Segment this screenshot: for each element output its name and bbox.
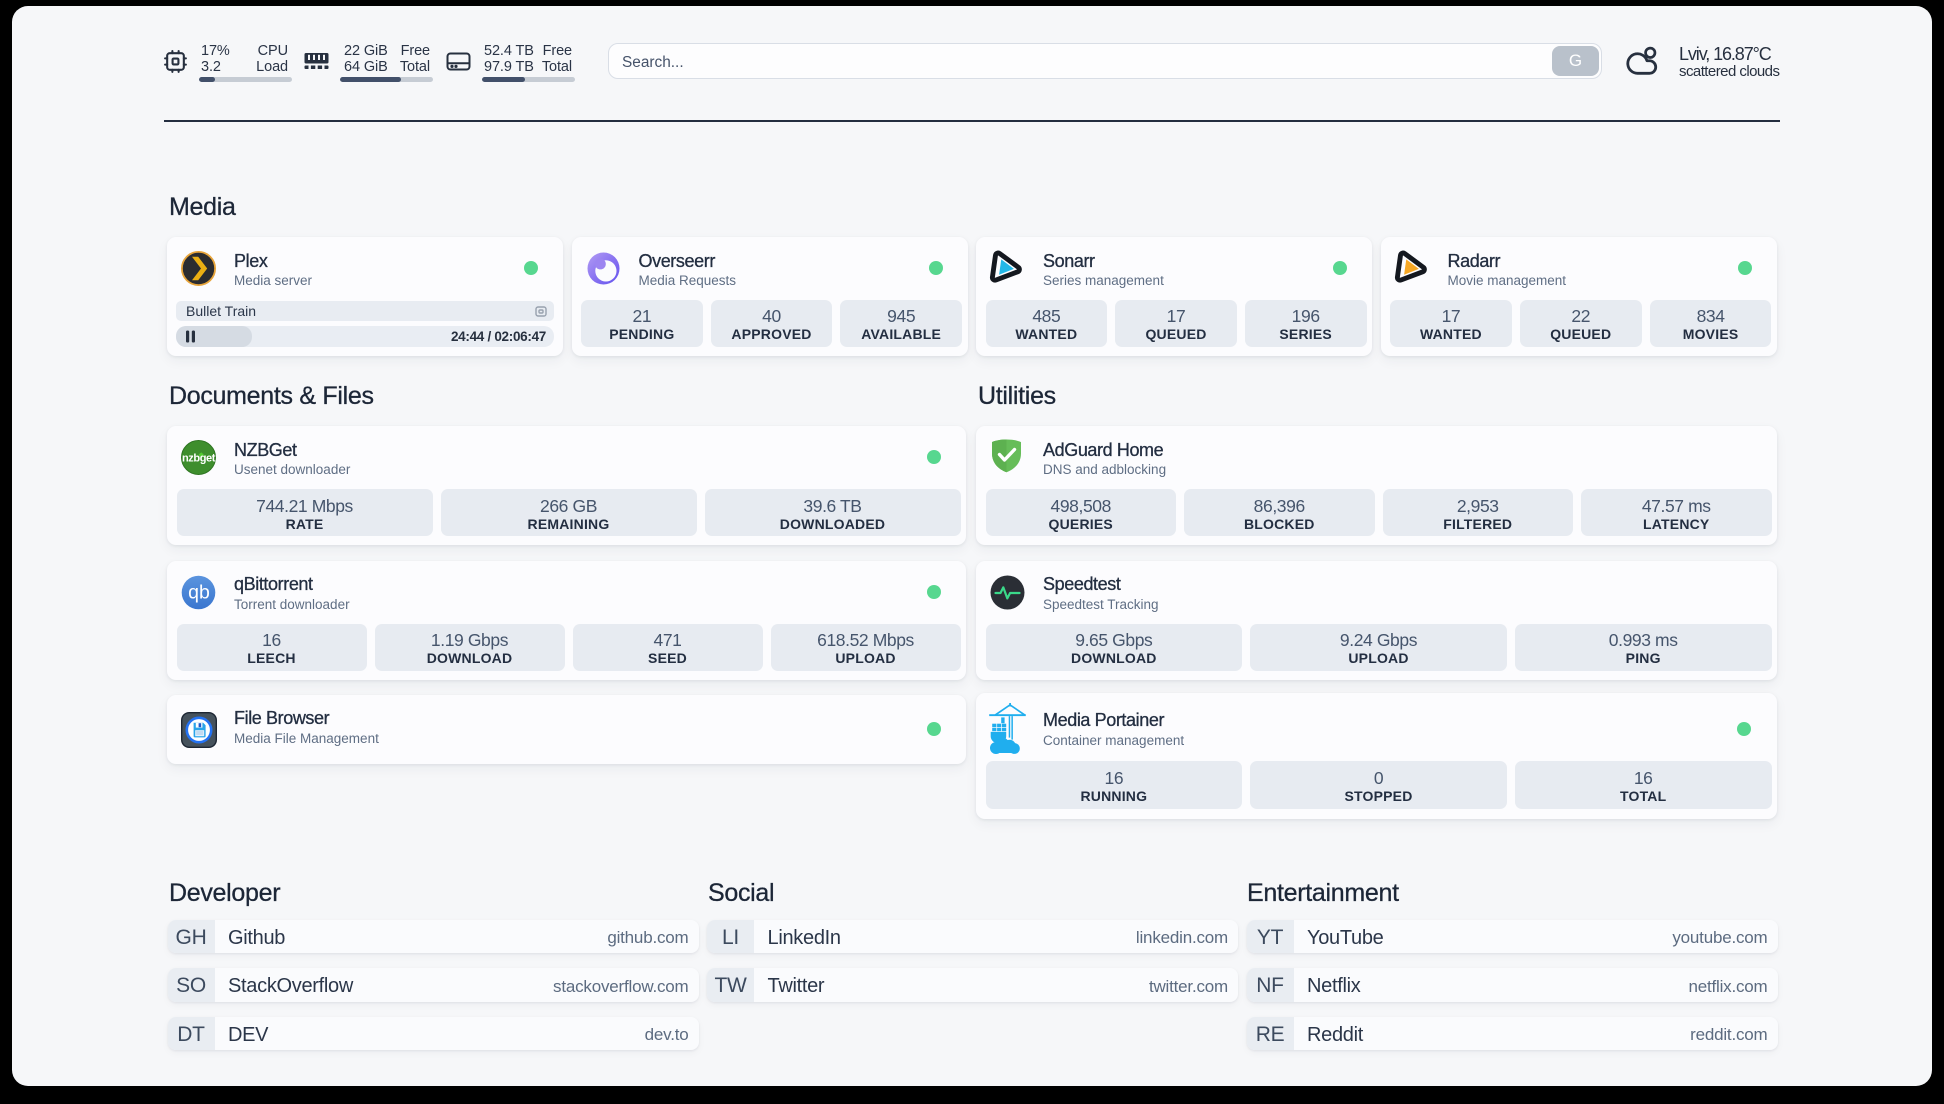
svg-text:nzbget: nzbget: [182, 453, 216, 465]
svg-text:qb: qb: [188, 581, 210, 603]
